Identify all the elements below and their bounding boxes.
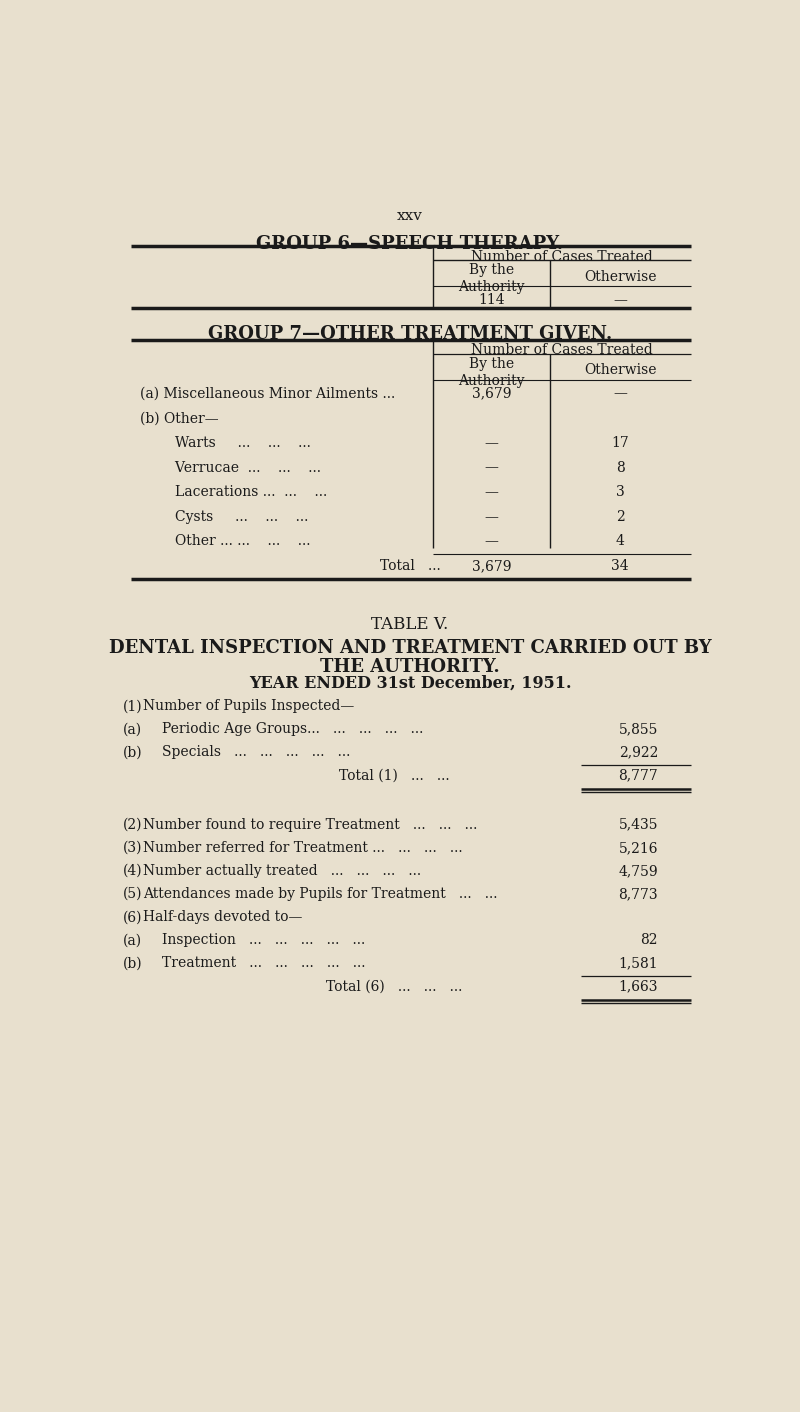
Text: 5,435: 5,435: [618, 818, 658, 832]
Text: YEAR ENDED 31st December, 1951.: YEAR ENDED 31st December, 1951.: [249, 675, 571, 692]
Text: Cysts     ...    ...    ...: Cysts ... ... ...: [140, 510, 309, 524]
Text: —: —: [485, 510, 498, 524]
Text: Number found to require Treatment   ...   ...   ...: Number found to require Treatment ... ..…: [142, 818, 477, 832]
Text: GROUP 7—OTHER TREATMENT GIVEN.: GROUP 7—OTHER TREATMENT GIVEN.: [208, 325, 612, 343]
Text: 34: 34: [611, 559, 629, 573]
Text: (3): (3): [123, 842, 142, 854]
Text: Total   ...: Total ...: [380, 559, 440, 573]
Text: Total (6)   ...   ...   ...: Total (6) ... ... ...: [326, 980, 462, 994]
Text: 2: 2: [616, 510, 624, 524]
Text: 8,777: 8,777: [618, 768, 658, 782]
Text: (4): (4): [123, 864, 143, 878]
Text: 8,773: 8,773: [618, 887, 658, 901]
Text: Otherwise: Otherwise: [584, 363, 656, 377]
Text: (a): (a): [123, 933, 142, 947]
Text: (b) Other—: (b) Other—: [140, 411, 219, 425]
Text: Lacerations ...  ...    ...: Lacerations ... ... ...: [140, 486, 327, 498]
Text: Specials   ...   ...   ...   ...   ...: Specials ... ... ... ... ...: [162, 746, 350, 760]
Text: Number of Cases Treated: Number of Cases Treated: [471, 343, 653, 357]
Text: (1): (1): [123, 699, 143, 713]
Text: 8: 8: [616, 460, 624, 474]
Text: By the
Authority: By the Authority: [458, 264, 525, 294]
Text: Inspection   ...   ...   ...   ...   ...: Inspection ... ... ... ... ...: [162, 933, 366, 947]
Text: (6): (6): [123, 911, 142, 925]
Text: 1,581: 1,581: [618, 956, 658, 970]
Text: 1,663: 1,663: [618, 980, 658, 994]
Text: Half-days devoted to—: Half-days devoted to—: [142, 911, 302, 925]
Text: xxv: xxv: [397, 209, 423, 223]
Text: 5,855: 5,855: [618, 723, 658, 736]
Text: (2): (2): [123, 818, 142, 832]
Text: Treatment   ...   ...   ...   ...   ...: Treatment ... ... ... ... ...: [162, 956, 366, 970]
Text: —: —: [485, 534, 498, 548]
Text: By the
Authority: By the Authority: [458, 357, 525, 387]
Text: —: —: [485, 436, 498, 450]
Text: (a) Miscellaneous Minor Ailments ...: (a) Miscellaneous Minor Ailments ...: [140, 387, 395, 401]
Text: THE AUTHORITY.: THE AUTHORITY.: [320, 658, 500, 675]
Text: 3,679: 3,679: [472, 387, 511, 401]
Text: (a): (a): [123, 723, 142, 736]
Text: GROUP 6—SPEECH THERAPY.: GROUP 6—SPEECH THERAPY.: [257, 234, 563, 253]
Text: TABLE V.: TABLE V.: [371, 616, 449, 633]
Text: —: —: [613, 387, 627, 401]
Text: 3,679: 3,679: [472, 559, 511, 573]
Text: 82: 82: [641, 933, 658, 947]
Text: —: —: [613, 292, 627, 306]
Text: (b): (b): [123, 746, 143, 760]
Text: Attendances made by Pupils for Treatment   ...   ...: Attendances made by Pupils for Treatment…: [142, 887, 497, 901]
Text: —: —: [485, 486, 498, 498]
Text: 5,216: 5,216: [618, 842, 658, 854]
Text: Warts     ...    ...    ...: Warts ... ... ...: [140, 436, 311, 450]
Text: Other ... ...    ...    ...: Other ... ... ... ...: [140, 534, 310, 548]
Text: Verrucae  ...    ...    ...: Verrucae ... ... ...: [140, 460, 322, 474]
Text: —: —: [485, 460, 498, 474]
Text: Periodic Age Groups...   ...   ...   ...   ...: Periodic Age Groups... ... ... ... ...: [162, 723, 423, 736]
Text: (b): (b): [123, 956, 143, 970]
Text: (5): (5): [123, 887, 142, 901]
Text: Number of Cases Treated: Number of Cases Treated: [471, 250, 653, 264]
Text: 4: 4: [615, 534, 625, 548]
Text: 2,922: 2,922: [618, 746, 658, 760]
Text: 3: 3: [616, 486, 624, 498]
Text: Number actually treated   ...   ...   ...   ...: Number actually treated ... ... ... ...: [142, 864, 421, 878]
Text: 114: 114: [478, 292, 505, 306]
Text: Otherwise: Otherwise: [584, 270, 656, 284]
Text: DENTAL INSPECTION AND TREATMENT CARRIED OUT BY: DENTAL INSPECTION AND TREATMENT CARRIED …: [109, 640, 711, 657]
Text: Total (1)   ...   ...: Total (1) ... ...: [339, 768, 450, 782]
Text: 17: 17: [611, 436, 629, 450]
Text: 4,759: 4,759: [618, 864, 658, 878]
Text: Number of Pupils Inspected—: Number of Pupils Inspected—: [142, 699, 354, 713]
Text: Number referred for Treatment ...   ...   ...   ...: Number referred for Treatment ... ... ..…: [142, 842, 462, 854]
